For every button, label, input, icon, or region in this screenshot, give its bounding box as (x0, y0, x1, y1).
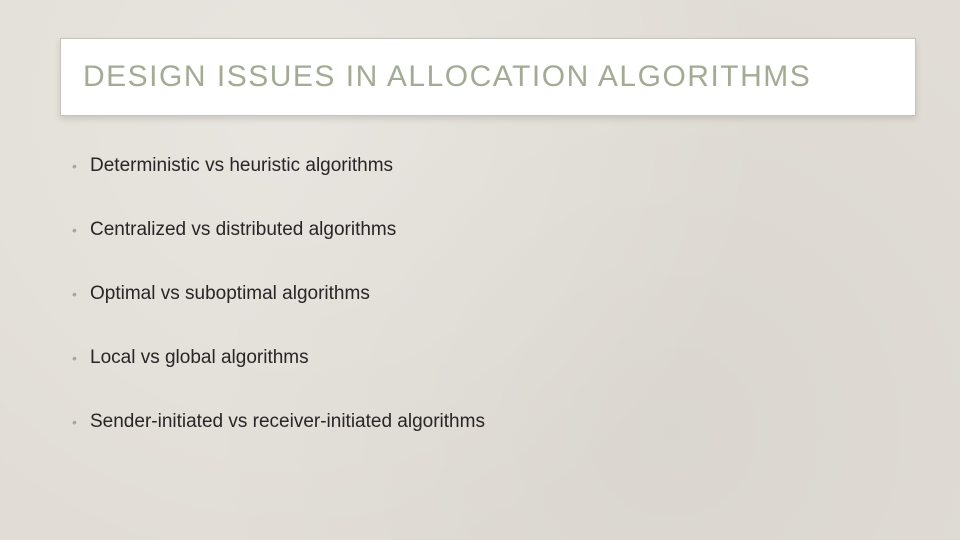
slide-title: DESIGN ISSUES IN ALLOCATION ALGORITHMS (83, 60, 811, 94)
list-item: • Deterministic vs heuristic algorithms (72, 155, 900, 177)
bullet-text: Centralized vs distributed algorithms (90, 219, 900, 241)
list-item: • Sender-initiated vs receiver-initiated… (72, 411, 900, 433)
bullet-list: • Deterministic vs heuristic algorithms … (72, 155, 900, 475)
list-item: • Local vs global algorithms (72, 347, 900, 369)
bullet-icon: • (72, 221, 90, 240)
list-item: • Optimal vs suboptimal algorithms (72, 283, 900, 305)
slide: DESIGN ISSUES IN ALLOCATION ALGORITHMS •… (0, 0, 960, 540)
bullet-icon: • (72, 157, 90, 176)
bullet-icon: • (72, 413, 90, 432)
bullet-text: Deterministic vs heuristic algorithms (90, 155, 900, 177)
title-box: DESIGN ISSUES IN ALLOCATION ALGORITHMS (60, 38, 916, 116)
bullet-icon: • (72, 285, 90, 304)
bullet-icon: • (72, 349, 90, 368)
bullet-text: Local vs global algorithms (90, 347, 900, 369)
bullet-text: Sender-initiated vs receiver-initiated a… (90, 411, 900, 433)
bullet-text: Optimal vs suboptimal algorithms (90, 283, 900, 305)
list-item: • Centralized vs distributed algorithms (72, 219, 900, 241)
